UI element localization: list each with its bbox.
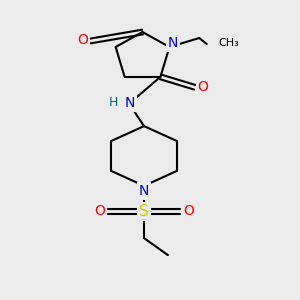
Text: S: S bbox=[139, 204, 149, 219]
Text: N: N bbox=[139, 184, 149, 198]
Text: CH₃: CH₃ bbox=[218, 38, 239, 47]
Text: O: O bbox=[77, 32, 88, 46]
Text: O: O bbox=[198, 80, 208, 94]
Text: N: N bbox=[125, 95, 135, 110]
Text: N: N bbox=[168, 36, 178, 50]
Text: H: H bbox=[108, 96, 118, 109]
Text: O: O bbox=[94, 204, 105, 218]
Text: O: O bbox=[183, 204, 194, 218]
